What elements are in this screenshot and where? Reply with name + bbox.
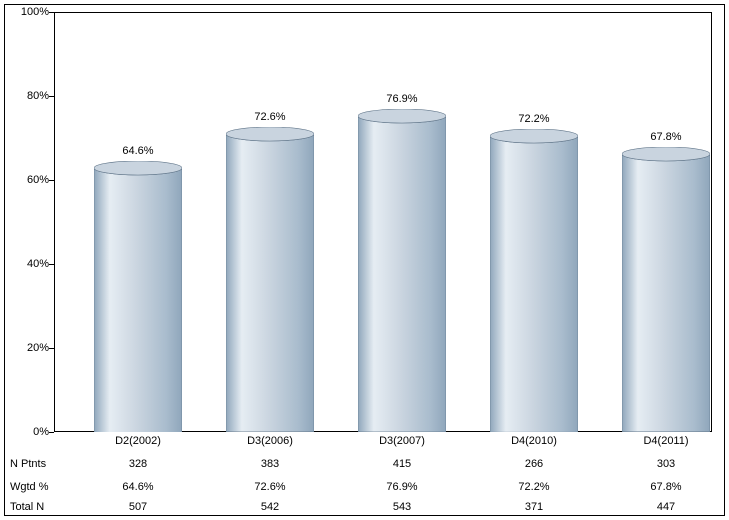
table-row-label: Wgtd % xyxy=(10,481,49,493)
table-cell: 543 xyxy=(393,501,411,513)
y-tick-label: 80% xyxy=(5,90,49,102)
table-cell: 328 xyxy=(129,458,147,470)
table-cell: 64.6% xyxy=(122,481,153,493)
bar: 67.8% xyxy=(622,147,710,432)
bar-value-label: 72.6% xyxy=(226,111,314,123)
bar-value-label: 72.2% xyxy=(490,113,578,125)
table-cell: 303 xyxy=(657,458,675,470)
y-tick-label: 40% xyxy=(5,258,49,270)
bar: 76.9% xyxy=(358,109,446,432)
table-row-label: N Ptnts xyxy=(10,458,46,470)
bar-value-label: 76.9% xyxy=(358,93,446,105)
table-cell: 72.6% xyxy=(254,481,285,493)
table-cell: 415 xyxy=(393,458,411,470)
table-cell: 507 xyxy=(129,501,147,513)
table-cell: 542 xyxy=(261,501,279,513)
x-category-label: D3(2006) xyxy=(247,435,293,447)
table-cell: 72.2% xyxy=(518,481,549,493)
table-cell: 266 xyxy=(525,458,543,470)
x-category-label: D2(2002) xyxy=(115,435,161,447)
y-tick-mark xyxy=(49,348,54,349)
y-tick-label: 0% xyxy=(5,426,49,438)
bar: 72.6% xyxy=(226,127,314,432)
table-row-label: Total N xyxy=(10,501,44,513)
table-cell: 371 xyxy=(525,501,543,513)
y-tick-mark xyxy=(49,12,54,13)
table-cell: 383 xyxy=(261,458,279,470)
y-tick-label: 20% xyxy=(5,342,49,354)
x-category-label: D3(2007) xyxy=(379,435,425,447)
table-cell: 67.8% xyxy=(650,481,681,493)
x-category-label: D4(2011) xyxy=(643,435,688,447)
y-tick-mark xyxy=(49,432,54,433)
y-tick-label: 60% xyxy=(5,174,49,186)
y-tick-mark xyxy=(49,180,54,181)
y-tick-mark xyxy=(49,264,54,265)
bar-value-label: 64.6% xyxy=(94,145,182,157)
y-tick-mark xyxy=(49,96,54,97)
bar: 64.6% xyxy=(94,161,182,432)
y-tick-label: 100% xyxy=(5,6,49,18)
table-cell: 76.9% xyxy=(386,481,417,493)
bar: 72.2% xyxy=(490,129,578,432)
bar-value-label: 67.8% xyxy=(622,131,710,143)
x-category-label: D4(2010) xyxy=(511,435,557,447)
table-cell: 447 xyxy=(657,501,675,513)
